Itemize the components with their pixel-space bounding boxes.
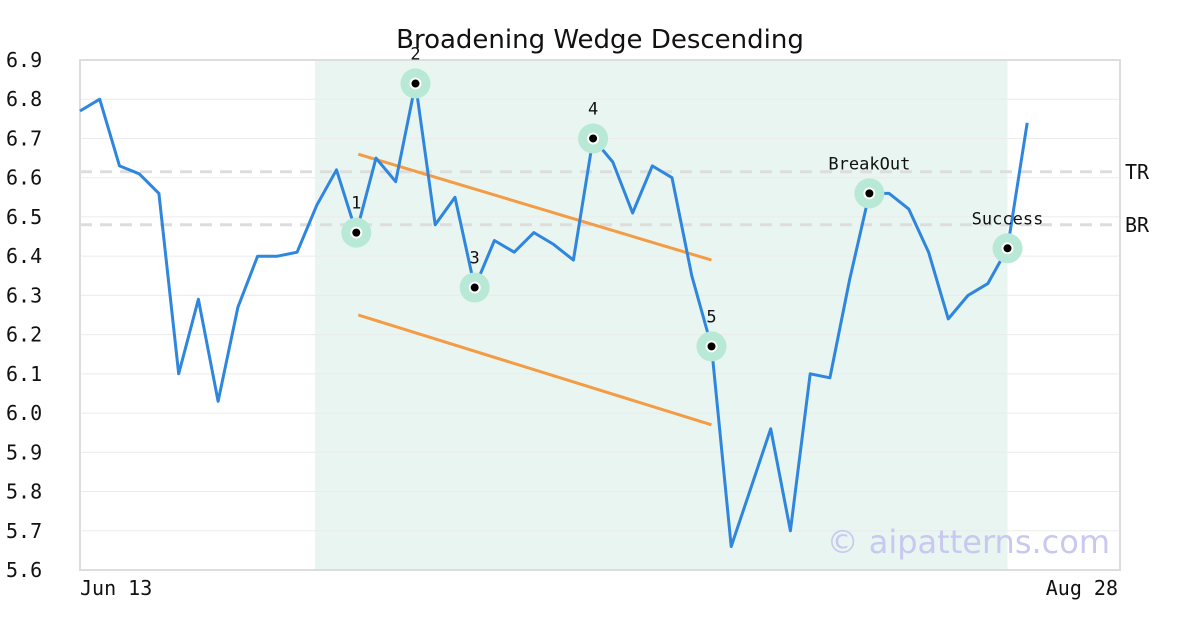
y-tick-label: 6.0: [6, 401, 42, 425]
marker-label: Success: [972, 209, 1044, 229]
pattern-point-breakout: BreakOut: [828, 154, 910, 209]
y-tick-label: 6.2: [6, 323, 42, 347]
y-tick-label: 5.7: [6, 519, 42, 543]
marker-dot: [352, 228, 361, 237]
watermark: © aipatterns.com: [827, 523, 1110, 561]
marker-label: BreakOut: [828, 154, 910, 174]
pattern-markers: 1 2 3 4 5 BreakOut Success: [341, 45, 1043, 362]
x-tick-label-end: Aug 28: [1046, 576, 1118, 600]
reference-label-tr: TR: [1125, 160, 1150, 184]
y-tick-label: 6.7: [6, 126, 42, 150]
x-axis-ticks: Jun 13 Aug 28: [80, 576, 1118, 600]
marker-label: 2: [410, 45, 420, 65]
pattern-highlight-region: [314, 60, 1008, 570]
y-tick-label: 6.1: [6, 362, 42, 386]
pattern-point-5: 5: [696, 307, 727, 362]
plot-frame: [79, 59, 1121, 571]
marker-label: 4: [588, 99, 598, 119]
reference-label-br: BR: [1125, 213, 1150, 237]
wedge-line-upper: [357, 152, 712, 262]
pattern-point-2: 2: [400, 45, 431, 99]
pattern-point-1: 1: [341, 194, 372, 248]
y-tick-label: 6.8: [6, 87, 42, 111]
marker-dot: [589, 134, 598, 143]
pattern-point-success: Success: [972, 209, 1044, 264]
y-tick-label: 6.3: [6, 283, 42, 307]
pattern-point-3: 3: [459, 249, 490, 303]
x-tick-label-start: Jun 13: [80, 576, 152, 600]
y-tick-label: 6.9: [6, 48, 42, 72]
y-tick-label: 6.4: [6, 244, 42, 268]
marker-label: 3: [470, 249, 480, 269]
y-tick-label: 5.9: [6, 440, 42, 464]
wedge-line-lower: [357, 313, 712, 427]
marker-dot: [1003, 244, 1012, 253]
marker-label: 1: [351, 194, 361, 214]
wedge-lines: [357, 152, 712, 427]
y-tick-label: 6.5: [6, 205, 42, 229]
chart-title: Broadening Wedge Descending: [396, 25, 804, 55]
marker-dot: [470, 283, 479, 292]
marker-dot: [411, 79, 420, 88]
highlight-rect: [314, 60, 1008, 570]
y-tick-label: 6.6: [6, 166, 42, 190]
pattern-point-4: 4: [578, 99, 609, 154]
marker-label: 5: [706, 307, 716, 327]
y-tick-label: 5.8: [6, 480, 42, 504]
y-tick-label: 5.6: [6, 558, 42, 582]
marker-dot: [865, 189, 874, 198]
reference-lines: TR BR: [80, 160, 1150, 237]
y-axis-ticks: 6.9 6.8 6.7 6.6 6.5 6.4 6.3 6.2 6.1 6.0 5.9 5.8 5.7 5…: [6, 48, 42, 582]
marker-dot: [707, 342, 716, 351]
